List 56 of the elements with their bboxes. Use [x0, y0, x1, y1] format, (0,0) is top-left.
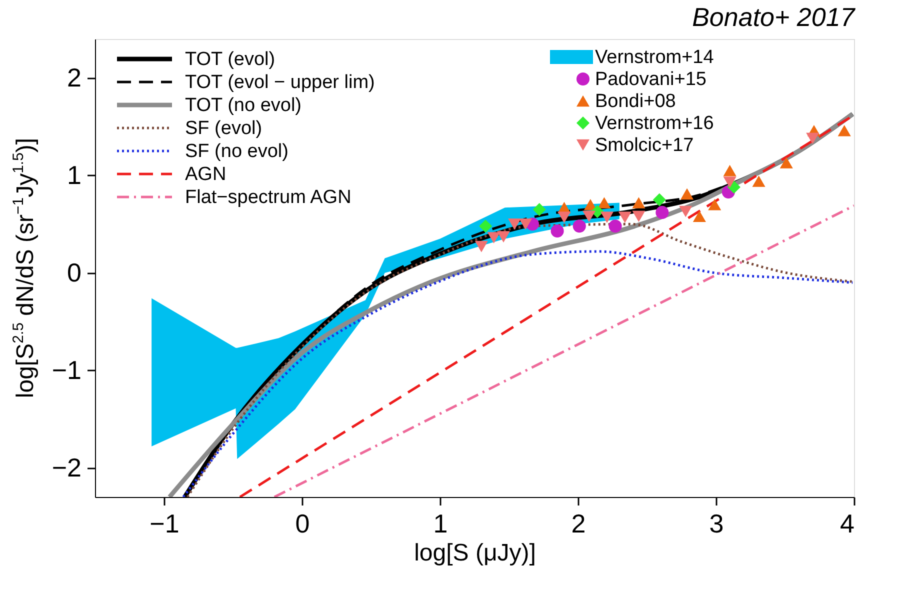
- point: [550, 224, 564, 238]
- x-tick-label: 2: [571, 508, 586, 538]
- point: [487, 232, 500, 244]
- legend-label: TOT (evol): [185, 49, 276, 70]
- point: [632, 210, 646, 222]
- x-tick-label: 3: [709, 508, 724, 538]
- point: [508, 218, 522, 230]
- legend-label: Smolcic+17: [595, 135, 694, 156]
- point: [474, 240, 488, 252]
- point: [656, 206, 669, 219]
- legend-label: SF (evol): [185, 118, 262, 139]
- point: [727, 180, 740, 194]
- legend-label: TOT (evol − upper lim): [185, 72, 375, 93]
- point: [496, 231, 510, 242]
- point: [598, 197, 611, 208]
- y-tick-label: −1: [52, 354, 82, 385]
- legend-label: Vernstrom+16: [595, 113, 714, 134]
- x-tick-label: 4: [840, 508, 854, 538]
- point: [723, 164, 736, 176]
- point: [582, 210, 596, 222]
- point: [632, 197, 646, 208]
- legend-label: TOT (no evol): [185, 95, 302, 116]
- x-tick-label: −1: [150, 508, 180, 538]
- point: [838, 124, 851, 136]
- y-tick-label: 1: [67, 160, 82, 190]
- x-tick-label: 1: [433, 508, 448, 538]
- chart-title: Bonato+ 2017: [692, 2, 856, 32]
- point: [572, 220, 586, 233]
- x-tick-label: 0: [295, 508, 310, 538]
- point: [708, 199, 722, 210]
- y-tick-label: 2: [67, 62, 82, 92]
- point: [806, 132, 820, 144]
- y-tick-label: −2: [52, 452, 82, 482]
- legend-label: Bondi+08: [595, 91, 676, 112]
- point: [558, 212, 571, 223]
- point: [680, 188, 694, 200]
- legend-label: SF (no evol): [185, 141, 288, 162]
- point: [479, 220, 492, 233]
- x-axis-title: log[S (μJy)]: [414, 540, 536, 566]
- point: [723, 176, 736, 188]
- legend-label: Padovani+15: [595, 69, 706, 90]
- point: [532, 203, 546, 216]
- legend-label: AGN: [185, 164, 226, 185]
- point: [679, 206, 692, 218]
- point: [752, 176, 766, 187]
- legend-label: Vernstrom+14: [595, 47, 714, 68]
- point: [519, 218, 532, 230]
- y-axis-title: log[S2.5 dN/dS (sr−1Jy1.5)]: [10, 138, 39, 398]
- legend-label: Flat−spectrum AGN: [185, 187, 352, 208]
- point: [608, 220, 622, 233]
- y-tick-label: 0: [67, 257, 82, 288]
- point: [692, 210, 706, 222]
- point: [618, 212, 632, 223]
- point: [780, 157, 793, 168]
- point: [600, 212, 614, 223]
- point: [652, 193, 666, 206]
